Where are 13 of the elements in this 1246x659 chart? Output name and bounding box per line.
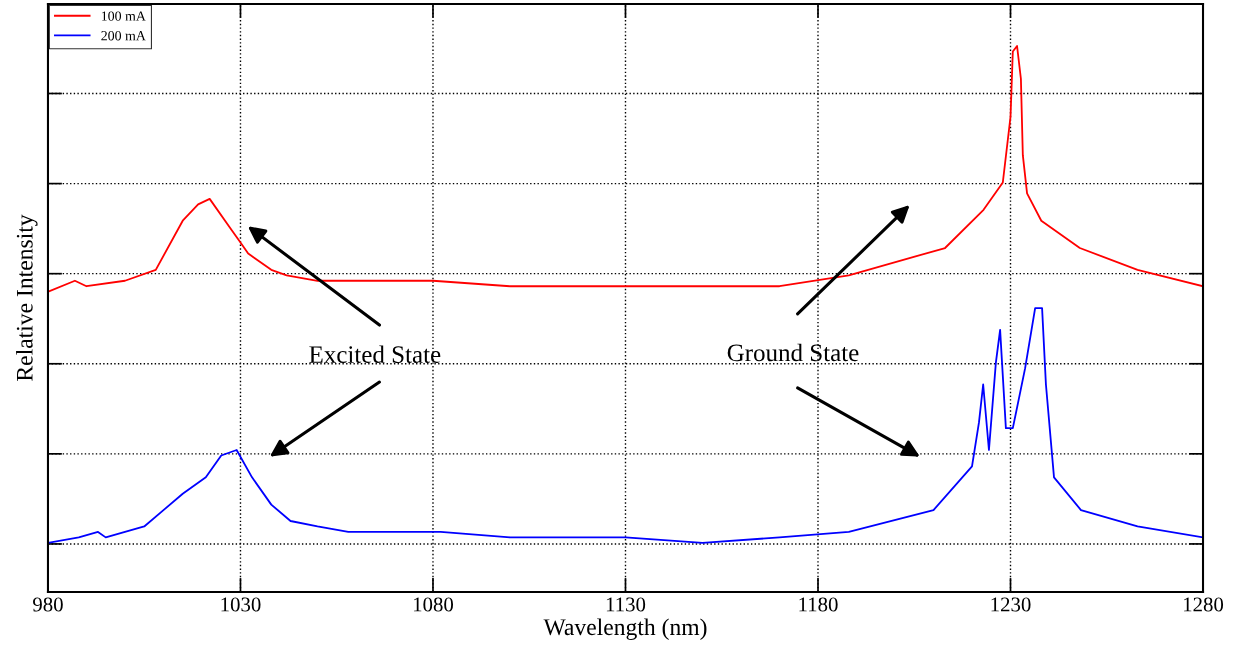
x-tick-label: 1280 — [1184, 597, 1224, 612]
y-axis-title: Relative Intensity — [16, 214, 38, 381]
x-tick-label: 1180 — [799, 597, 838, 612]
x-axis-title: Wavelength (nm) — [543, 618, 707, 640]
x-tick-label: 1080 — [413, 597, 454, 612]
x-tick-label: 1130 — [606, 597, 646, 612]
annotation: Ground State — [727, 343, 859, 362]
x-tick-label: 980 — [33, 597, 63, 612]
x-tick-label: 1030 — [221, 597, 261, 612]
legend-label: 100 mA — [101, 11, 146, 21]
x-tick-label: 1230 — [991, 597, 1031, 612]
legend-label: 200 mA — [101, 31, 146, 41]
annotation: Excited State — [309, 345, 441, 364]
